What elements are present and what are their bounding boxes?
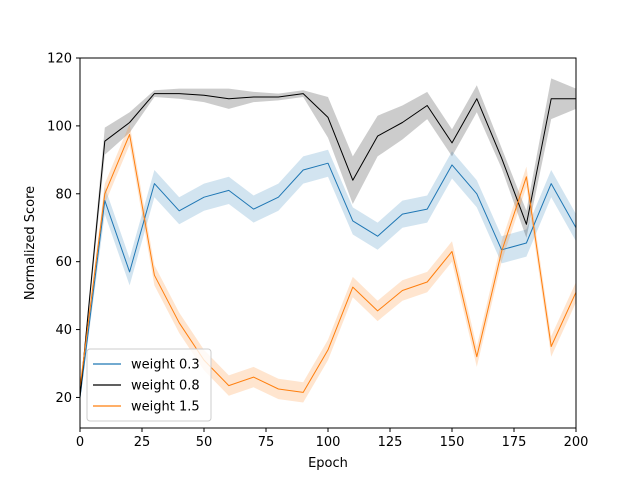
line-weight-0-8 <box>79 93 576 398</box>
y-tick-label: 120 <box>47 52 72 67</box>
x-tick-label: 25 <box>134 435 151 450</box>
line-weight-0-3 <box>79 162 577 398</box>
x-tick-label: 200 <box>564 435 589 450</box>
legend-label-weight-0-8: weight 0.8 <box>131 379 200 394</box>
x-tick-label: 100 <box>316 435 341 450</box>
y-tick-label: 100 <box>47 119 72 134</box>
legend-label-weight-1-5: weight 1.5 <box>131 400 200 415</box>
legend-box <box>86 348 212 422</box>
line-weight-1-5 <box>79 133 577 393</box>
band-weight-1-5 <box>80 124 576 403</box>
x-tick-label: 175 <box>502 435 527 450</box>
x-axis-label: Epoch <box>308 456 348 471</box>
y-axis: 20 40 60 80 100 120 <box>47 52 80 406</box>
x-tick-label: 150 <box>440 435 465 450</box>
y-axis-label: Normalized Score <box>23 186 38 300</box>
y-tick-label: 60 <box>55 255 72 270</box>
legend: weight 0.3 weight 0.8 weight 1.5 <box>86 348 212 422</box>
y-tick-label: 20 <box>55 391 72 406</box>
x-tick-label: 50 <box>196 435 213 450</box>
x-tick-label: 0 <box>76 435 84 450</box>
series-lines <box>79 93 577 398</box>
x-tick-label: 75 <box>258 435 275 450</box>
y-tick-label: 80 <box>55 187 72 202</box>
x-tick-label: 125 <box>378 435 403 450</box>
y-tick-label: 40 <box>55 323 72 338</box>
confidence-bands <box>80 78 576 403</box>
x-axis: 0 25 50 75 100 125 150 175 200 <box>76 428 589 450</box>
legend-label-weight-0-3: weight 0.3 <box>131 358 200 373</box>
